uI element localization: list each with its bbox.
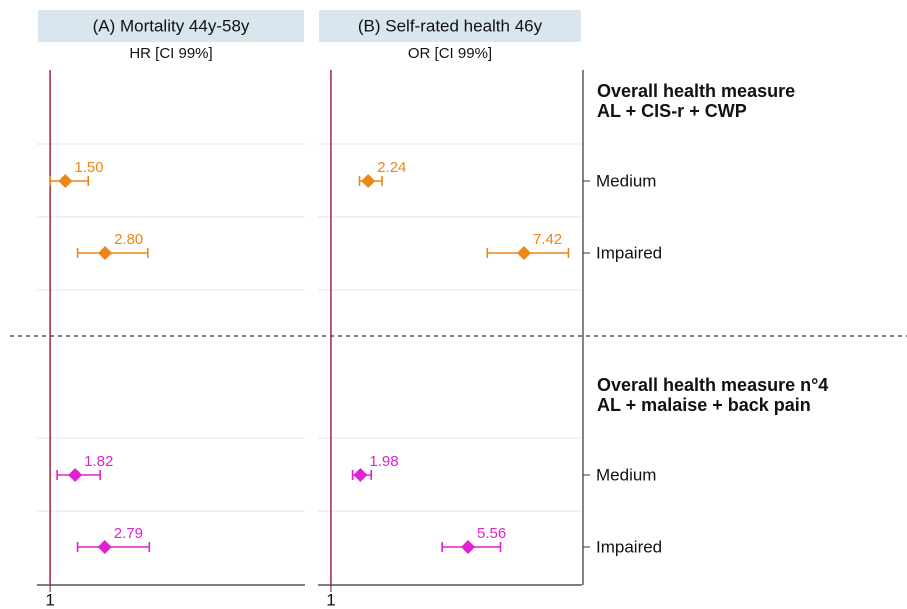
estimate-marker [353,468,368,482]
value-label: 1.98 [369,453,398,470]
panel-title: (A) Mortality 44y-58y [93,16,250,35]
estimate-marker [68,468,83,482]
panel-subtitle: HR [CI 99%] [129,45,212,62]
panel-subtitle: OR [CI 99%] [408,45,492,62]
estimate-marker [97,540,112,554]
value-label: 1.50 [74,159,103,176]
panel-header [38,10,304,42]
value-label: 2.24 [377,159,406,176]
estimate-marker [98,246,113,260]
value-label: 5.56 [477,525,506,542]
value-label: 1.82 [84,453,113,470]
panel-title: (B) Self-rated health 46y [358,16,543,35]
estimate-marker [461,540,476,554]
group-heading: Overall health measure n°4 [597,375,828,395]
row-label: Medium [596,171,656,190]
estimate-marker [516,246,531,260]
group-heading: AL + CIS-r + CWP [597,101,747,121]
estimate-marker [361,174,376,188]
row-label: Impaired [596,243,662,262]
x-tick-label: 1 [326,590,335,609]
x-tick-label: 1 [45,590,54,609]
row-label: Medium [596,465,656,484]
value-label: 2.79 [114,525,143,542]
value-label: 7.42 [533,231,562,248]
group-heading: Overall health measure [597,81,795,101]
value-label: 2.80 [114,231,143,248]
estimate-marker [58,174,73,188]
row-label: Impaired [596,537,662,556]
panel-header [319,10,581,42]
group-heading: AL + malaise + back pain [597,395,811,415]
